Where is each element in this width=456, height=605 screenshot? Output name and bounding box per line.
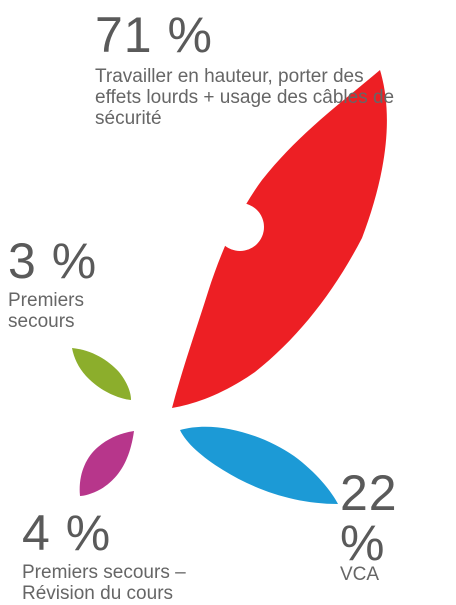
- petal-71-percent: [172, 70, 387, 408]
- value-3: 3 %: [8, 233, 98, 289]
- value-22: 22 %: [340, 465, 398, 571]
- petal-3-percent: [72, 348, 131, 400]
- petal-notch: [216, 203, 264, 251]
- desc-71: Travailler en hauteur, porter des effets…: [95, 66, 395, 129]
- petal-22-percent: [180, 426, 338, 504]
- value-4: 4 %: [22, 505, 112, 561]
- label-3: 3 % Premiers secours: [8, 236, 118, 332]
- label-22: 22 % VCA: [340, 468, 456, 585]
- desc-4: Premiers secours – Révision du cours: [22, 562, 186, 604]
- label-71: 71 % Travailler en hauteur, porter des e…: [95, 10, 395, 129]
- desc-3: Premiers secours: [8, 290, 85, 332]
- label-4: 4 % Premiers secours – Révision du cours: [22, 508, 232, 604]
- desc-22: VCA: [340, 564, 380, 585]
- value-71: 71 %: [95, 7, 213, 63]
- petal-4-percent: [79, 431, 134, 496]
